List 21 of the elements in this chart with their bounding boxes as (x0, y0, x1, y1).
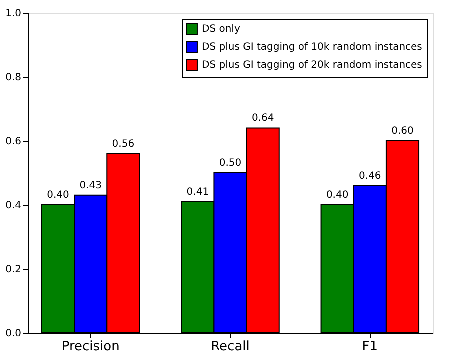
data-label: 0.41 (186, 186, 210, 198)
legend-label: DS only (202, 24, 240, 35)
legend-label: DS plus GI tagging of 10k random instances (202, 42, 422, 53)
data-label: 0.43 (80, 180, 102, 192)
data-label: 0.40 (47, 190, 70, 201)
y-tick-label: 0.4 (6, 200, 22, 212)
data-label: 0.50 (219, 158, 242, 169)
x-tick-label: Recall (211, 340, 250, 354)
data-label: 0.46 (359, 170, 382, 182)
y-tick-label: 0.8 (6, 72, 22, 84)
x-tick-label: F1 (362, 340, 378, 354)
y-tick-label: 0.6 (6, 136, 22, 148)
y-tick-label: 0.2 (6, 264, 22, 276)
y-tick-label: 0.0 (6, 328, 22, 340)
data-label: 0.40 (326, 190, 349, 201)
y-tick-label: 1.0 (6, 8, 22, 20)
data-label: 0.60 (392, 126, 414, 137)
x-tick-label: Precision (62, 340, 120, 354)
legend-label: DS plus GI tagging of 20k random instances (202, 60, 422, 71)
data-label: 0.56 (112, 138, 135, 150)
data-label: 0.64 (252, 113, 274, 124)
